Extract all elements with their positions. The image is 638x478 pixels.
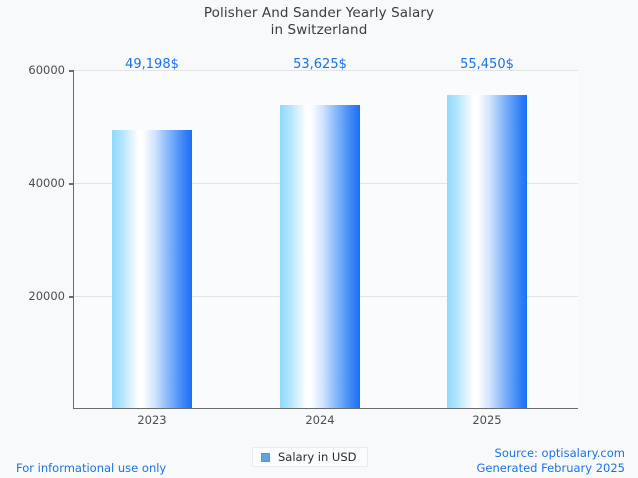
chart-title-line-1: Polisher And Sander Yearly Salary — [203, 5, 435, 21]
chart-title-line-2: in Switzerland — [270, 22, 368, 38]
plot-area — [69, 70, 578, 409]
tick-mark-60000 — [69, 70, 74, 72]
y-tick-label-60000: 60000 — [28, 63, 65, 77]
footer-source: Source: optisalary.com — [494, 446, 625, 460]
bar-2024[interactable] — [280, 105, 360, 408]
bar-value-label-2024: 53,625$ — [293, 57, 347, 72]
bar-value-label-2023: 49,198$ — [125, 57, 179, 72]
legend-swatch-icon — [261, 452, 270, 462]
x-tick-label-2024: 2024 — [305, 413, 335, 427]
x-tick-label-2025: 2025 — [472, 413, 502, 427]
chart-legend[interactable]: Salary in USD — [252, 447, 368, 467]
footer-disclaimer: For informational use only — [16, 461, 167, 475]
gridline-60000 — [74, 70, 578, 71]
chart-title: Polisher And Sander Yearly Salary in Swi… — [0, 5, 638, 39]
footer-generated: Generated February 2025 — [476, 460, 625, 475]
tick-mark-20000 — [69, 296, 74, 298]
tick-mark-40000 — [69, 183, 74, 185]
y-tick-label-40000: 40000 — [28, 176, 65, 190]
footer-source-block: Source: optisalary.com Generated Februar… — [476, 446, 625, 475]
bar-2025[interactable] — [447, 95, 527, 408]
y-tick-label-20000: 20000 — [28, 289, 65, 303]
x-tick-label-2023: 2023 — [137, 413, 167, 427]
bar-2023[interactable] — [112, 130, 192, 408]
legend-item-label: Salary in USD — [278, 449, 357, 464]
bar-value-label-2025: 55,450$ — [460, 57, 514, 72]
